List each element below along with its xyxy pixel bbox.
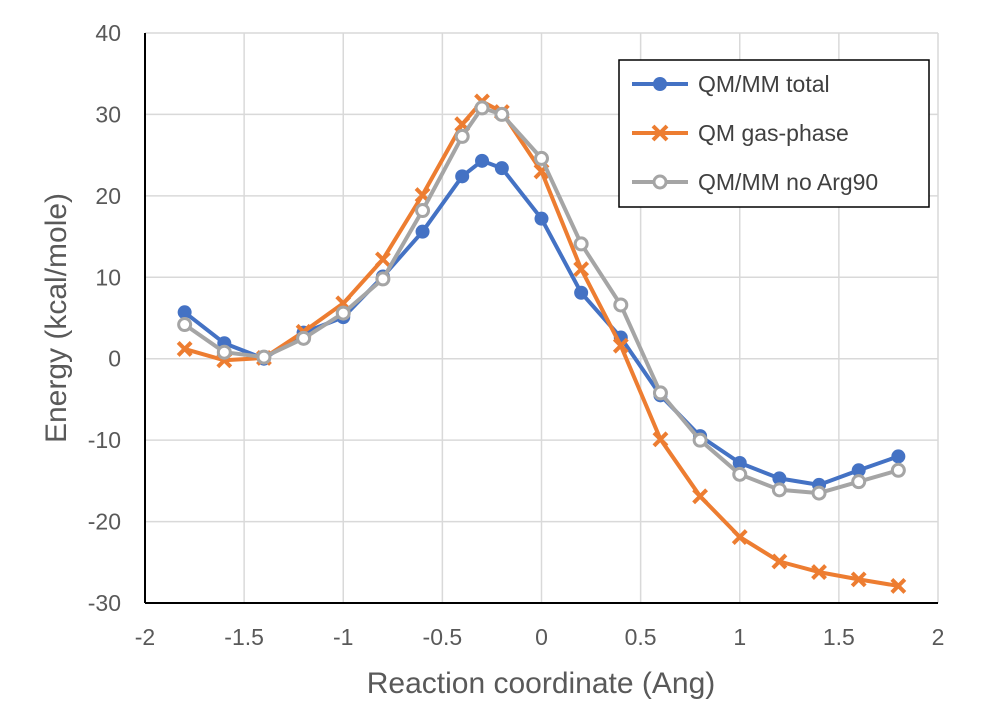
- data-point: [176, 341, 193, 357]
- data-point: [573, 236, 589, 252]
- data-point: [890, 462, 906, 478]
- series-line: [183, 158, 899, 487]
- x-tick-label: 1.5: [823, 624, 855, 650]
- data-point: [475, 153, 490, 168]
- legend-label-qmmm-total: QM/MM total: [698, 71, 830, 97]
- data-point: [652, 431, 669, 448]
- legend: QM/MM total QM gas-phase QM/MM no Arg90: [618, 59, 930, 208]
- data-point: [375, 271, 391, 287]
- data-point: [534, 150, 549, 166]
- data-point: [415, 203, 431, 219]
- data-point: [177, 305, 192, 320]
- y-tick-label: 0: [108, 346, 121, 372]
- data-point: [216, 344, 232, 360]
- data-point: [534, 211, 549, 226]
- series-qm-mm-no-arg90: [177, 100, 906, 501]
- data-point: [574, 285, 589, 300]
- x-tick-label: 0.5: [625, 624, 657, 650]
- legend-entry-qm-gas-phase: QM gas-phase: [632, 120, 849, 146]
- series-layer: [176, 93, 907, 594]
- data-point: [454, 128, 470, 144]
- data-point: [494, 161, 509, 176]
- data-point: [851, 474, 867, 490]
- x-axis-title: Reaction coordinate (Ang): [367, 667, 716, 700]
- x-tick-label: -2: [135, 624, 155, 650]
- y-tick-labels: -30 -20 -10 0 10 20 30 40: [88, 20, 121, 616]
- data-point: [811, 485, 827, 501]
- y-tick-label: -30: [88, 590, 121, 616]
- data-point: [731, 529, 748, 545]
- data-point: [771, 482, 787, 498]
- legend-marker-qmmm-no-arg90: [652, 174, 668, 190]
- legend-entry-qmmm-total: QM/MM total: [632, 71, 830, 97]
- x-tick-label: -1: [333, 624, 353, 650]
- axes: [144, 33, 938, 604]
- data-point: [891, 449, 906, 464]
- data-point: [811, 564, 827, 580]
- y-tick-label: -20: [88, 509, 121, 535]
- data-point: [612, 337, 629, 354]
- data-point: [455, 169, 470, 184]
- x-tick-label: 1: [733, 624, 746, 650]
- y-tick-label: 30: [95, 101, 121, 127]
- x-tick-label: 0: [535, 624, 548, 650]
- data-point: [850, 571, 867, 588]
- x-tick-label: -0.5: [423, 624, 463, 650]
- legend-marker-qmmm-total: [653, 77, 667, 91]
- y-tick-label: -10: [88, 427, 121, 453]
- data-point: [692, 432, 708, 448]
- data-point: [415, 224, 430, 239]
- legend-entry-qmmm-no-arg90: QM/MM no Arg90: [632, 169, 878, 195]
- data-point: [296, 330, 312, 346]
- y-axis-title: Energy (kcal/mole): [40, 193, 73, 443]
- y-tick-label: 40: [95, 20, 121, 46]
- x-tick-labels: -2 -1.5 -1 -0.5 0 0.5 1 1.5 2: [135, 624, 945, 650]
- data-point: [613, 297, 629, 313]
- data-point: [573, 261, 590, 278]
- y-tick-label: 20: [95, 183, 121, 209]
- y-tick-label: 10: [95, 264, 121, 290]
- data-point: [890, 577, 907, 594]
- data-point: [335, 305, 351, 321]
- legend-label-qm-gas-phase: QM gas-phase: [698, 120, 849, 146]
- legend-label-qmmm-no-arg90: QM/MM no Arg90: [698, 169, 878, 195]
- data-point: [732, 455, 747, 470]
- x-tick-label: 2: [932, 624, 945, 650]
- data-point: [771, 553, 788, 570]
- data-point: [177, 317, 193, 333]
- data-point: [474, 100, 490, 116]
- data-point: [772, 471, 787, 486]
- data-point: [652, 385, 668, 401]
- x-tick-label: -1.5: [224, 624, 264, 650]
- data-point: [732, 466, 748, 482]
- data-point: [692, 488, 709, 505]
- data-point: [256, 349, 272, 365]
- data-point: [494, 106, 510, 122]
- legend-marker-qm-gas-phase: [651, 124, 669, 142]
- data-point: [851, 463, 866, 478]
- data-point: [374, 251, 391, 268]
